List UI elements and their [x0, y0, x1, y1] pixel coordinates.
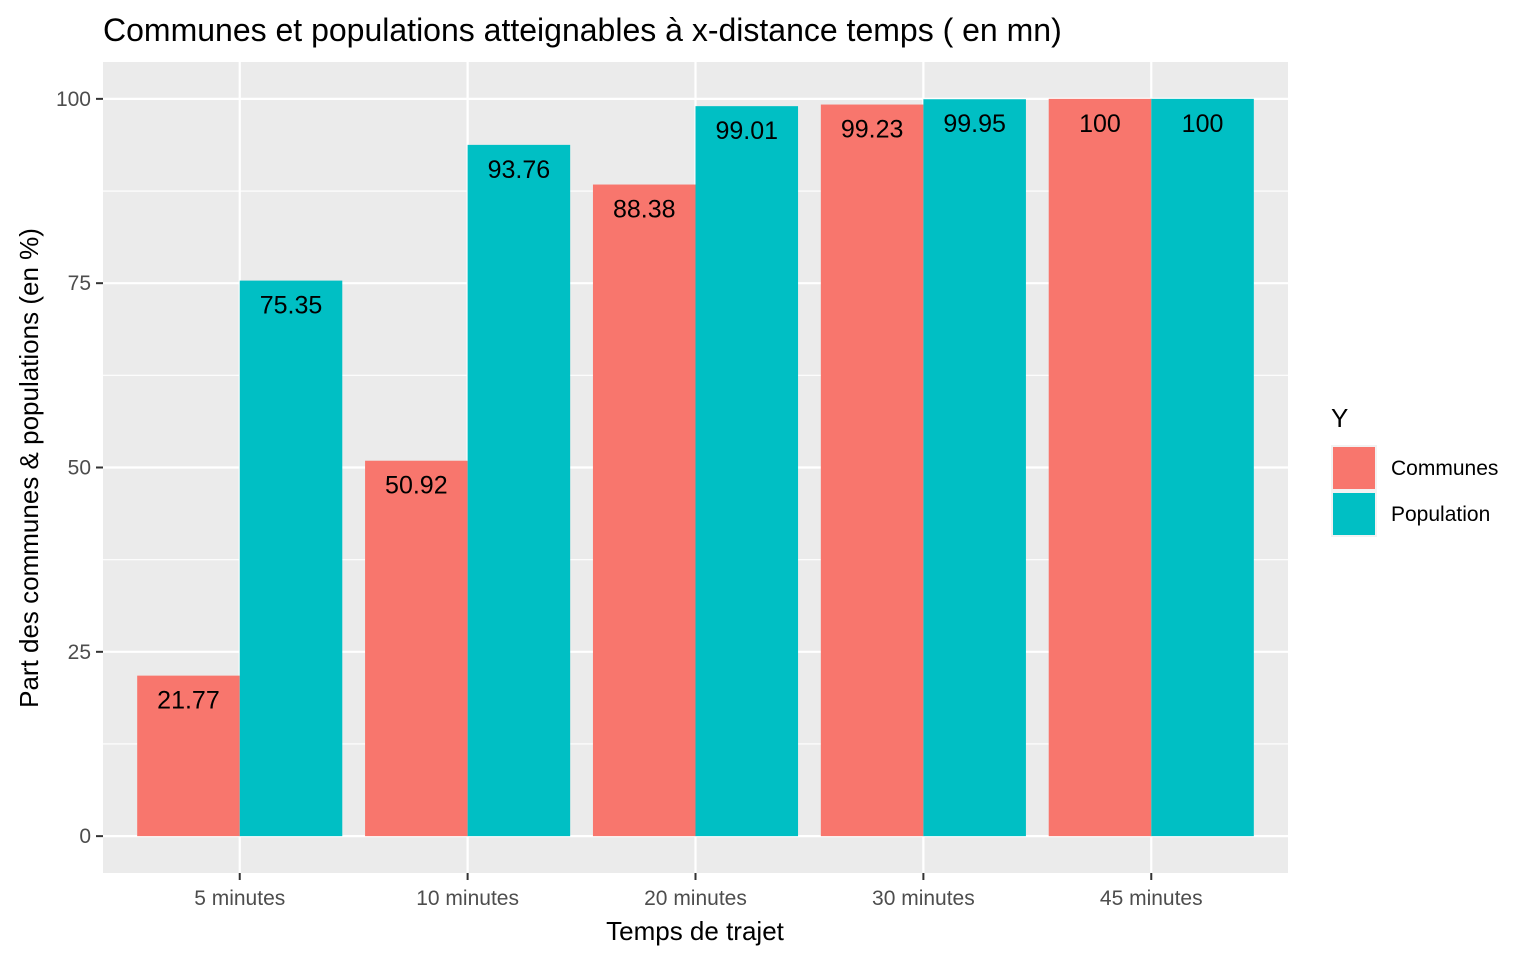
- data-label-population: 99.95: [943, 110, 1006, 138]
- data-labels-group: 21.77 50.92 88.38 99.23 100 75.35 93.76 99.01 99…: [157, 110, 1223, 715]
- chart-title: Communes et populations atteignables à x…: [103, 12, 1062, 48]
- y-tick-label: 50: [68, 457, 91, 480]
- legend-label-population: Population: [1391, 503, 1490, 526]
- bar-population: [467, 144, 571, 837]
- y-tick-label: 25: [68, 641, 91, 664]
- data-label-communes: 50.92: [385, 472, 448, 500]
- legend: Y Communes Population: [1331, 403, 1498, 537]
- x-axis: 5 minutes 10 minutes 20 minutes 30 minutes 4…: [194, 873, 1203, 910]
- y-tick-label: 0: [79, 825, 91, 848]
- data-label-communes: 88.38: [613, 196, 676, 224]
- data-label-population: 100: [1182, 110, 1224, 138]
- y-tick-label: 75: [68, 272, 91, 295]
- bar-communes: [365, 460, 468, 837]
- y-axis-title: Part des communes & populations (en %): [14, 228, 44, 708]
- bar-population: [695, 106, 799, 837]
- bar-population: [1151, 98, 1254, 837]
- y-tick-label: 100: [56, 88, 91, 111]
- data-label-communes: 21.77: [157, 687, 220, 715]
- bar-population: [923, 99, 1026, 837]
- bars-group: [137, 98, 1254, 837]
- bar-communes: [137, 675, 240, 837]
- legend-title: Y: [1331, 403, 1348, 433]
- bar-population: [239, 280, 343, 837]
- x-tick-label: 10 minutes: [416, 887, 519, 910]
- bar-communes: [1048, 98, 1152, 837]
- data-label-population: 99.01: [715, 117, 778, 145]
- data-label-population: 93.76: [488, 156, 551, 184]
- data-label-communes: 99.23: [841, 116, 904, 144]
- x-tick-label: 30 minutes: [872, 887, 975, 910]
- x-tick-label: 45 minutes: [1100, 887, 1203, 910]
- bar-communes: [820, 104, 924, 837]
- data-label-population: 75.35: [260, 292, 323, 320]
- y-axis: 0 25 50 75 100: [56, 88, 103, 848]
- bar-communes: [592, 184, 696, 837]
- x-axis-title: Temps de trajet: [606, 916, 785, 946]
- legend-swatch-communes: [1333, 447, 1375, 489]
- data-label-communes: 100: [1079, 110, 1121, 138]
- x-tick-label: 20 minutes: [644, 887, 747, 910]
- x-tick-label: 5 minutes: [194, 887, 285, 910]
- legend-label-communes: Communes: [1391, 457, 1498, 480]
- legend-swatch-population: [1333, 493, 1375, 535]
